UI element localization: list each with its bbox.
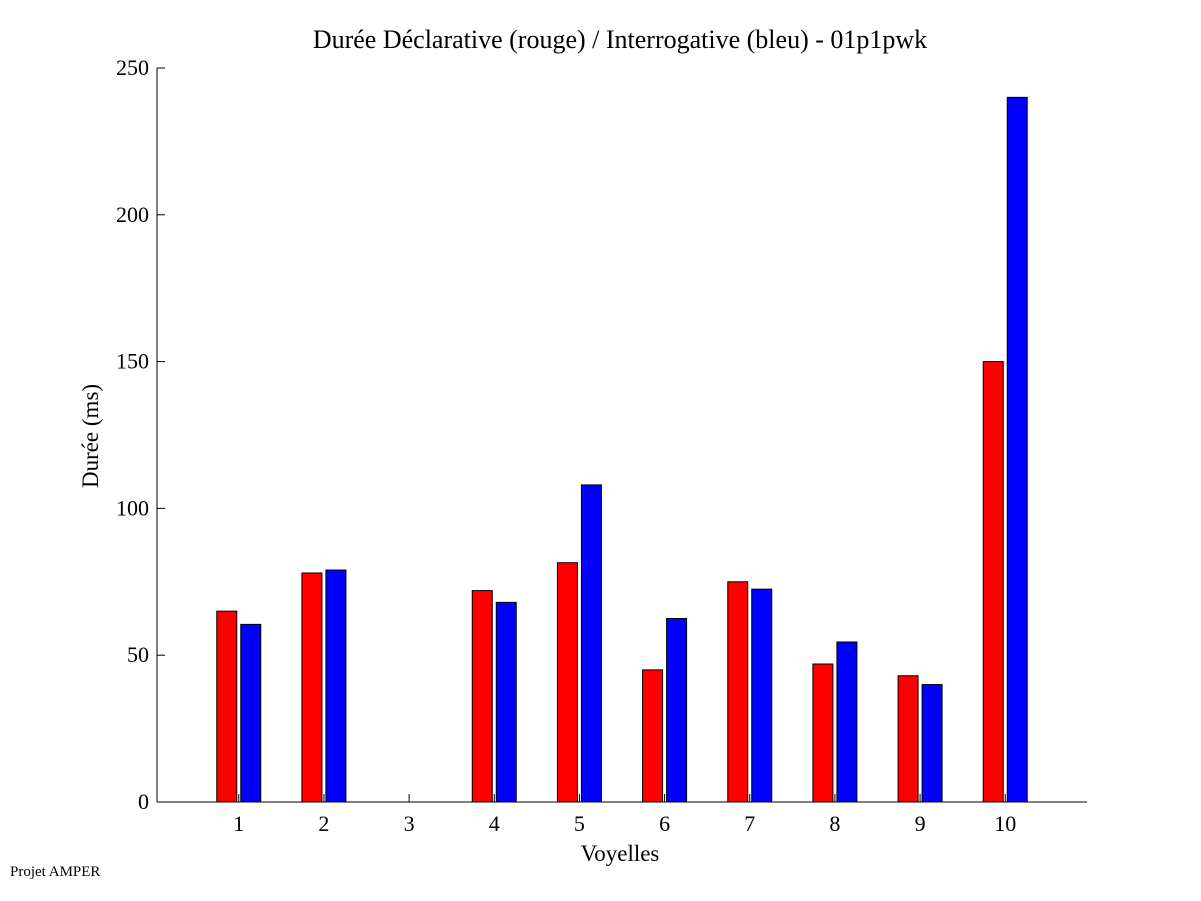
x-tick-label: 10	[994, 811, 1016, 836]
x-tick-label: 8	[829, 811, 840, 836]
x-tick-label: 5	[574, 811, 585, 836]
bar-interrogative	[751, 588, 773, 803]
bar-interrogative	[921, 684, 943, 803]
y-tick-label: 250	[116, 55, 149, 80]
y-tick-label: 150	[116, 349, 149, 374]
chart-title: Durée Déclarative (rouge) / Interrogativ…	[313, 25, 927, 54]
bar-declarative	[301, 572, 323, 803]
x-tick-label: 1	[233, 811, 244, 836]
bar-interrogative	[325, 569, 347, 803]
plot-area: 0 50 100 150 200 250 1 2 3 4 5 6 7 8 9 10	[116, 55, 1087, 836]
x-tick-label: 4	[489, 811, 500, 836]
y-tick-label: 100	[116, 495, 149, 520]
bar-declarative	[982, 361, 1004, 803]
bar-declarative	[897, 675, 919, 803]
y-tick-label: 200	[116, 202, 149, 227]
footer-note: Projet AMPER	[10, 864, 101, 880]
bar-declarative	[812, 663, 834, 803]
x-tick-label: 3	[404, 811, 415, 836]
y-tick-label: 0	[138, 789, 149, 814]
x-tick-label: 7	[744, 811, 755, 836]
x-tick-label: 9	[915, 811, 926, 836]
bar-interrogative	[495, 601, 517, 803]
y-axis-label: Durée (ms)	[78, 384, 103, 488]
bar-declarative	[556, 562, 578, 803]
y-tick-label: 50	[127, 642, 149, 667]
x-tick-label: 2	[318, 811, 329, 836]
bar-declarative	[471, 590, 493, 803]
bar-interrogative	[1006, 96, 1028, 803]
bar-declarative	[216, 610, 238, 803]
x-axis-label: Voyelles	[581, 841, 660, 866]
x-tick-label: 6	[659, 811, 670, 836]
bar-interrogative	[666, 618, 688, 803]
bar-interrogative	[836, 641, 858, 803]
bar-declarative	[642, 669, 664, 803]
bar-interrogative	[580, 484, 602, 803]
bar-interrogative	[240, 623, 262, 803]
bar-declarative	[727, 581, 749, 803]
